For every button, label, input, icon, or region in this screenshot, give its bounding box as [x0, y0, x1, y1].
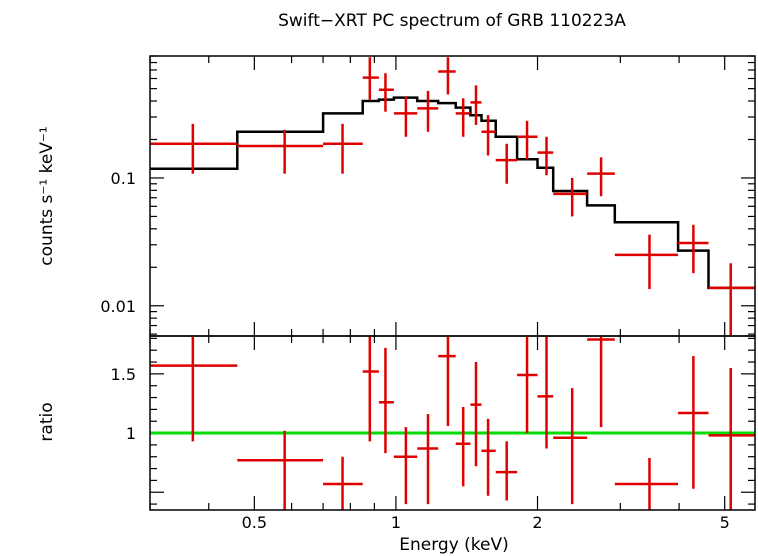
model-step-line	[150, 96, 755, 290]
spectrum-data-point	[678, 224, 709, 274]
ratio-data-point	[438, 336, 456, 426]
ratio-data-point	[614, 457, 679, 510]
spectrum-data-point	[237, 129, 324, 174]
ratio-data-point	[417, 414, 439, 505]
x-axis-label: Energy (keV)	[399, 535, 509, 555]
ratio-data-point	[455, 407, 471, 487]
ratio-data-point	[553, 388, 588, 505]
spectrum-data-point	[481, 115, 496, 156]
ratio-data-point	[393, 427, 418, 505]
spectrum-data-point	[553, 177, 588, 217]
ratio-data-point	[362, 336, 379, 442]
chart-title: Swift−XRT PC spectrum of GRB 110223A	[278, 11, 626, 31]
ratio-panel: 0.5 1 2 5 1.5 1	[111, 335, 756, 532]
ratio-data-point	[517, 336, 538, 434]
y-tick-label: 0.01	[100, 297, 136, 316]
spectrum-data-point	[362, 57, 379, 100]
spectrum-data-point	[150, 123, 238, 174]
spectrum-data-point	[438, 57, 456, 95]
ratio-data-point	[495, 441, 518, 501]
spectrum-data-point	[614, 234, 679, 290]
spectrum-data-point	[587, 157, 615, 197]
x-tick-label: 1	[391, 513, 401, 532]
spectrum-data-point	[495, 143, 518, 184]
spectrum-data-point	[537, 136, 554, 176]
ratio-data-point	[708, 367, 755, 510]
ratio-data-point	[470, 362, 482, 467]
spectrum-data-point	[393, 96, 418, 137]
y-axis-label-ratio: ratio	[37, 402, 57, 441]
spectrum-panel-frame	[149, 55, 756, 337]
y-tick-label: 1	[126, 424, 136, 443]
spectrum-data-point	[417, 90, 439, 132]
spectrum-data-point	[323, 123, 363, 174]
spectrum-data-point	[378, 73, 394, 112]
ratio-data-point	[678, 356, 709, 489]
ratio-data-point	[237, 430, 324, 510]
y-tick-label: 1.5	[111, 365, 136, 384]
y-axis-label-spectrum: counts s⁻¹ keV⁻¹	[37, 126, 57, 265]
ratio-data-point	[587, 336, 615, 428]
ratio-panel-frame	[149, 335, 756, 511]
spectrum-data-point	[470, 85, 482, 125]
ratio-data-point	[378, 347, 394, 454]
spectrum-data-point	[708, 263, 755, 336]
y-tick-label: 0.1	[111, 169, 136, 188]
ratio-data-point	[323, 456, 363, 510]
x-tick-label: 5	[720, 513, 730, 532]
x-tick-label: 0.5	[242, 513, 267, 532]
ratio-data-point	[481, 418, 496, 496]
x-tick-label: 2	[532, 513, 542, 532]
ratio-data-point	[537, 336, 554, 449]
ratio-data-point	[150, 336, 238, 442]
spectrum-data-point	[517, 120, 538, 160]
spectrum-panel: 0.1 0.01	[100, 55, 756, 337]
spectrum-data-point	[455, 98, 471, 137]
